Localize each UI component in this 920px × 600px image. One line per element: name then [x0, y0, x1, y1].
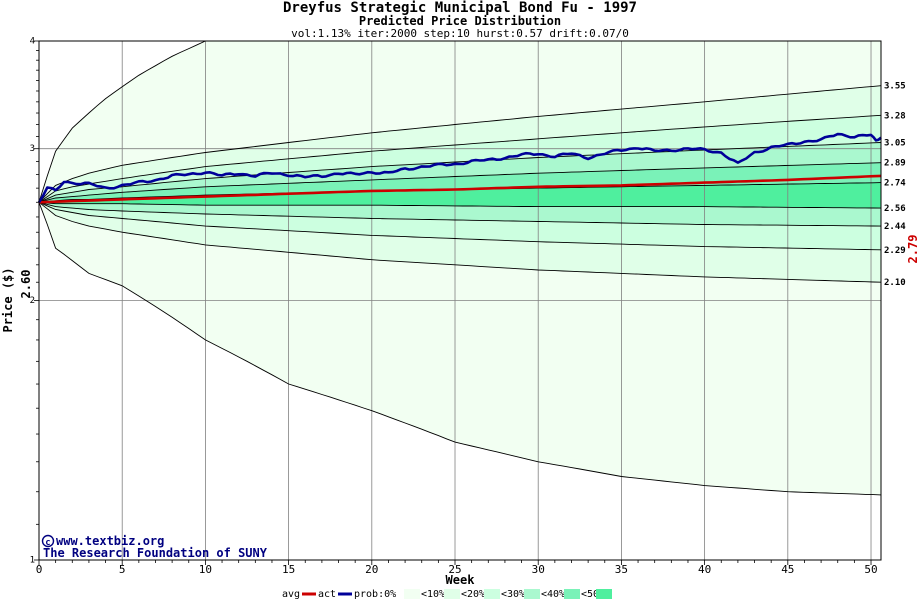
credit-url: www.textbiz.org — [56, 534, 164, 548]
x-tick-label-25: 25 — [448, 563, 461, 576]
y-tick-label-1: 1 — [30, 556, 35, 566]
legend-label-avg: avg — [282, 589, 300, 600]
legend-swatch-20 — [444, 589, 460, 599]
y-tick-label-4: 4 — [30, 37, 35, 47]
legend-label-50: <50% — [581, 589, 605, 600]
legend: avg act prob:0% <10% <20% <30% <40% <50% — [282, 589, 612, 600]
axis-labels: 0 5 10 15 20 25 30 35 40 45 50 1 2 3 4 3.55 3.28 3.05 2.89… — [30, 37, 907, 577]
outer-upper-curve — [38, 40, 206, 203]
copyright-c: c — [45, 538, 50, 548]
legend-swatch-50 — [564, 589, 580, 599]
percentile-curve-7 — [38, 201, 882, 227]
legend-label-10: <10% — [421, 589, 445, 600]
legend-label-20: <20% — [461, 589, 485, 600]
copyright-icon — [41, 534, 55, 548]
percentile-end-label-2: 3.28 — [884, 111, 906, 121]
percentile-end-label-9: 2.10 — [884, 278, 906, 288]
percentile-curve-3 — [38, 142, 882, 203]
credits: c www.textbiz.org The Research Foundatio… — [41, 534, 268, 560]
legend-swatch-40 — [524, 589, 540, 599]
percentile-curves — [38, 40, 882, 496]
x-tick-label-30: 30 — [532, 563, 545, 576]
band-50 — [39, 182, 881, 209]
x-tick-label-50: 50 — [864, 563, 877, 576]
percentile-end-label-4: 2.89 — [884, 159, 906, 169]
y-tick-label-3: 3 — [30, 144, 35, 154]
percentile-curve-1 — [38, 85, 882, 203]
x-axis-title: Week — [446, 573, 476, 587]
start-price-label: 2.60 — [19, 270, 33, 299]
percentile-end-label-8: 2.29 — [884, 246, 906, 256]
outer-lower-curve — [38, 202, 882, 496]
percentile-end-label-1: 3.55 — [884, 82, 906, 92]
percentile-curve-8 — [38, 201, 882, 251]
x-tick-label-40: 40 — [698, 563, 711, 576]
percentile-curve-2 — [38, 114, 882, 203]
percentile-end-label-5: 2.74 — [884, 179, 906, 189]
percentile-end-label-6: 2.56 — [884, 204, 906, 214]
x-tick-label-0: 0 — [36, 563, 43, 576]
x-tick-label-15: 15 — [282, 563, 295, 576]
y-tick-label-2: 2 — [30, 296, 35, 306]
legend-swatch-inner — [596, 589, 612, 599]
legend-swatch-30 — [484, 589, 500, 599]
y-axis-title: Price ($) — [1, 267, 15, 332]
x-tick-label-5: 5 — [119, 563, 126, 576]
chart-title: Dreyfus Strategic Municipal Bond Fu - 19… — [283, 0, 637, 16]
chart-subtitle: Predicted Price Distribution — [359, 14, 561, 28]
x-tick-label-20: 20 — [365, 563, 378, 576]
series-act-line — [37, 132, 882, 203]
percentile-end-label-3: 3.05 — [884, 139, 906, 149]
chart-params: vol:1.13% iter:2000 step:10 hurst:0.57 d… — [291, 27, 629, 40]
legend-label-prob: prob:0% — [354, 589, 396, 600]
series-lines — [37, 132, 882, 204]
percentile-curve-6 — [38, 201, 882, 209]
legend-label-30: <30% — [501, 589, 525, 600]
series-avg-line — [38, 174, 882, 204]
percentile-curve-4 — [38, 162, 882, 203]
legend-label-act: act — [318, 589, 336, 600]
x-tick-label-45: 45 — [781, 563, 794, 576]
x-tick-label-35: 35 — [615, 563, 628, 576]
legend-swatch-10 — [404, 589, 420, 599]
x-tick-label-10: 10 — [199, 563, 212, 576]
end-avg-label: 2.79 — [906, 235, 920, 264]
credit-org: The Research Foundation of SUNY — [43, 546, 268, 560]
legend-label-40: <40% — [541, 589, 565, 600]
percentile-end-label-7: 2.44 — [884, 222, 906, 232]
percentile-curve-9 — [38, 201, 882, 283]
axes — [34, 40, 882, 565]
